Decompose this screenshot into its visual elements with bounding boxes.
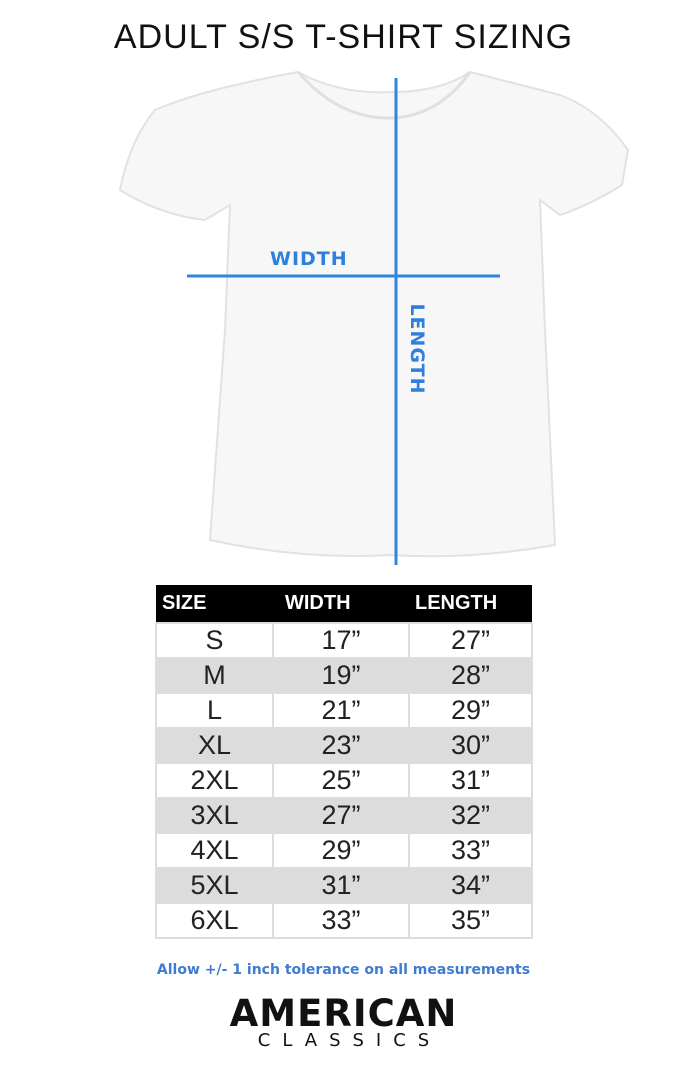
- size-table: SIZE WIDTH LENGTH S 17” 27” M 19” 28” L 21” 29” X…: [155, 585, 533, 939]
- size-cell: XL: [155, 727, 274, 764]
- width-cell: 31”: [272, 867, 410, 904]
- length-cell: 30”: [408, 727, 533, 764]
- length-cell: 31”: [408, 762, 533, 799]
- logo-american: AMERICAN: [229, 992, 458, 1035]
- table-row: XL 23” 30”: [155, 727, 533, 764]
- size-cell: 5XL: [155, 867, 274, 904]
- table-row: M 19” 28”: [155, 657, 533, 694]
- tshirt-collar: [296, 71, 472, 120]
- tshirt-diagram: [118, 70, 630, 565]
- width-cell: 25”: [272, 762, 410, 799]
- table-row: 4XL 29” 33”: [155, 832, 533, 869]
- length-cell: 34”: [408, 867, 533, 904]
- width-cell: 33”: [272, 902, 410, 939]
- header-size: SIZE: [156, 585, 273, 623]
- width-cell: 17”: [272, 622, 410, 659]
- table-header: SIZE WIDTH LENGTH: [156, 585, 532, 623]
- width-cell: 19”: [272, 657, 410, 694]
- table-row: L 21” 29”: [155, 692, 533, 729]
- page-title: ADULT S/S T-SHIRT SIZING: [113, 18, 574, 56]
- width-cell: 29”: [272, 832, 410, 869]
- table-row: S 17” 27”: [155, 622, 533, 659]
- size-cell: 3XL: [155, 797, 274, 834]
- size-cell: M: [155, 657, 274, 694]
- length-cell: 27”: [408, 622, 533, 659]
- table-row: 2XL 25” 31”: [155, 762, 533, 799]
- size-cell: S: [155, 622, 274, 659]
- width-cell: 27”: [272, 797, 410, 834]
- width-cell: 21”: [272, 692, 410, 729]
- length-cell: 35”: [408, 902, 533, 939]
- size-cell: 4XL: [155, 832, 274, 869]
- tshirt-shape: [118, 70, 630, 558]
- table-row: 6XL 33” 35”: [155, 902, 533, 939]
- header-width: WIDTH: [273, 585, 409, 623]
- width-label: WIDTH: [270, 248, 348, 270]
- table-row: 5XL 31” 34”: [155, 867, 533, 904]
- length-label: LENGTH: [406, 303, 428, 395]
- length-cell: 33”: [408, 832, 533, 869]
- tolerance-note: Allow +/- 1 inch tolerance on all measur…: [156, 962, 531, 978]
- length-cell: 28”: [408, 657, 533, 694]
- size-cell: 2XL: [155, 762, 274, 799]
- size-cell: L: [155, 692, 274, 729]
- length-cell: 32”: [408, 797, 533, 834]
- length-cell: 29”: [408, 692, 533, 729]
- width-cell: 23”: [272, 727, 410, 764]
- size-cell: 6XL: [155, 902, 274, 939]
- header-length: LENGTH: [409, 585, 532, 623]
- table-row: 3XL 27” 32”: [155, 797, 533, 834]
- logo-classics: CLASSICS: [257, 1030, 442, 1051]
